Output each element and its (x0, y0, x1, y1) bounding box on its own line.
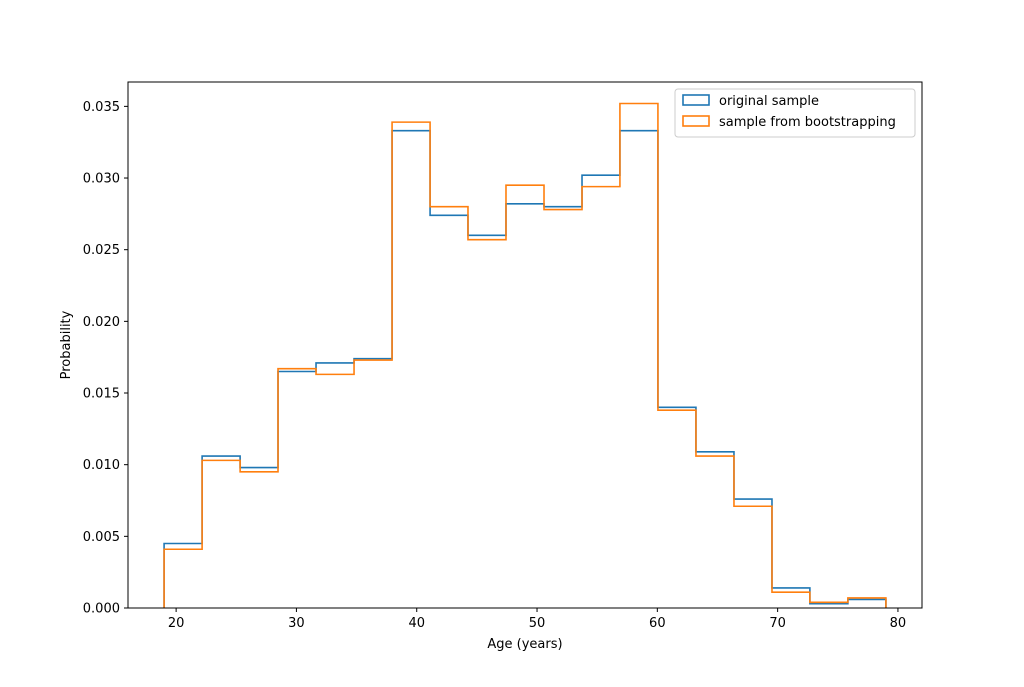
x-tick-label: 40 (408, 616, 425, 631)
legend-label: sample from bootstrapping (719, 115, 896, 130)
y-tick-label: 0.020 (83, 315, 120, 330)
y-tick-label: 0.025 (83, 243, 120, 258)
x-tick-label: 70 (769, 616, 786, 631)
x-tick-label: 30 (288, 616, 305, 631)
series-layer (163, 102, 887, 608)
y-tick-label: 0.005 (83, 530, 120, 545)
y-tick-label: 0.030 (83, 172, 120, 187)
x-tick-label: 80 (890, 616, 907, 631)
legend-swatch (682, 115, 710, 127)
legend-box (674, 88, 916, 138)
y-tick-label: 0.010 (83, 458, 120, 473)
plot-frame (127, 81, 923, 609)
y-tick-label: 0.000 (83, 602, 120, 617)
y-tick-label: 0.035 (83, 100, 120, 115)
y-axis-label: Probability (59, 310, 74, 379)
x-tick-label: 20 (168, 616, 185, 631)
x-tick-label: 60 (649, 616, 666, 631)
legend-label: original sample (719, 94, 819, 109)
x-axis: 20 30 40 50 60 70 80 (168, 608, 906, 631)
series-step-bootstrap-sample (163, 102, 887, 608)
legend-swatch (682, 94, 710, 106)
x-axis-label: Age (years) (487, 637, 562, 652)
legend: original sample sample from bootstrapping (674, 88, 916, 138)
y-axis: 0.000 0.005 0.010 0.015 0.020 0.025 0.030 0.035 (83, 100, 128, 617)
x-tick-label: 50 (529, 616, 546, 631)
y-tick-label: 0.015 (83, 387, 120, 402)
